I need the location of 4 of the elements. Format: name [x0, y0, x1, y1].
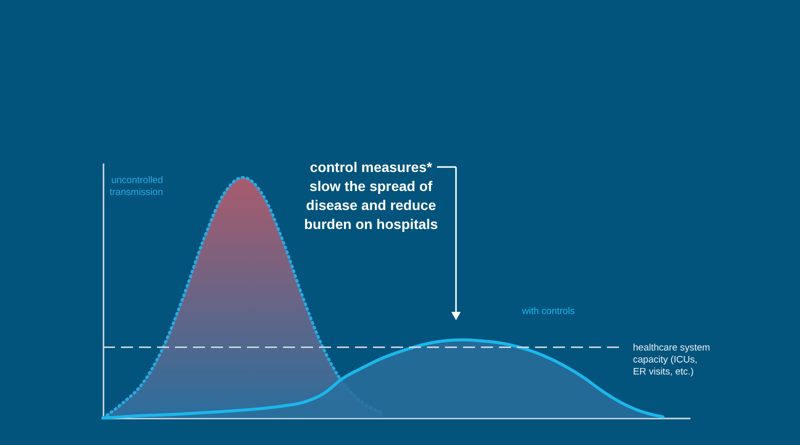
text: uncontrolled transmission — [110, 175, 163, 198]
text: with controls — [521, 306, 576, 317]
ref-line-label: healthcare system capacity (ICUs, ER visits, etc.) — [633, 342, 710, 378]
annotation: control measures* slow the spread of disease and reduce burden on hospitals — [304, 159, 438, 232]
